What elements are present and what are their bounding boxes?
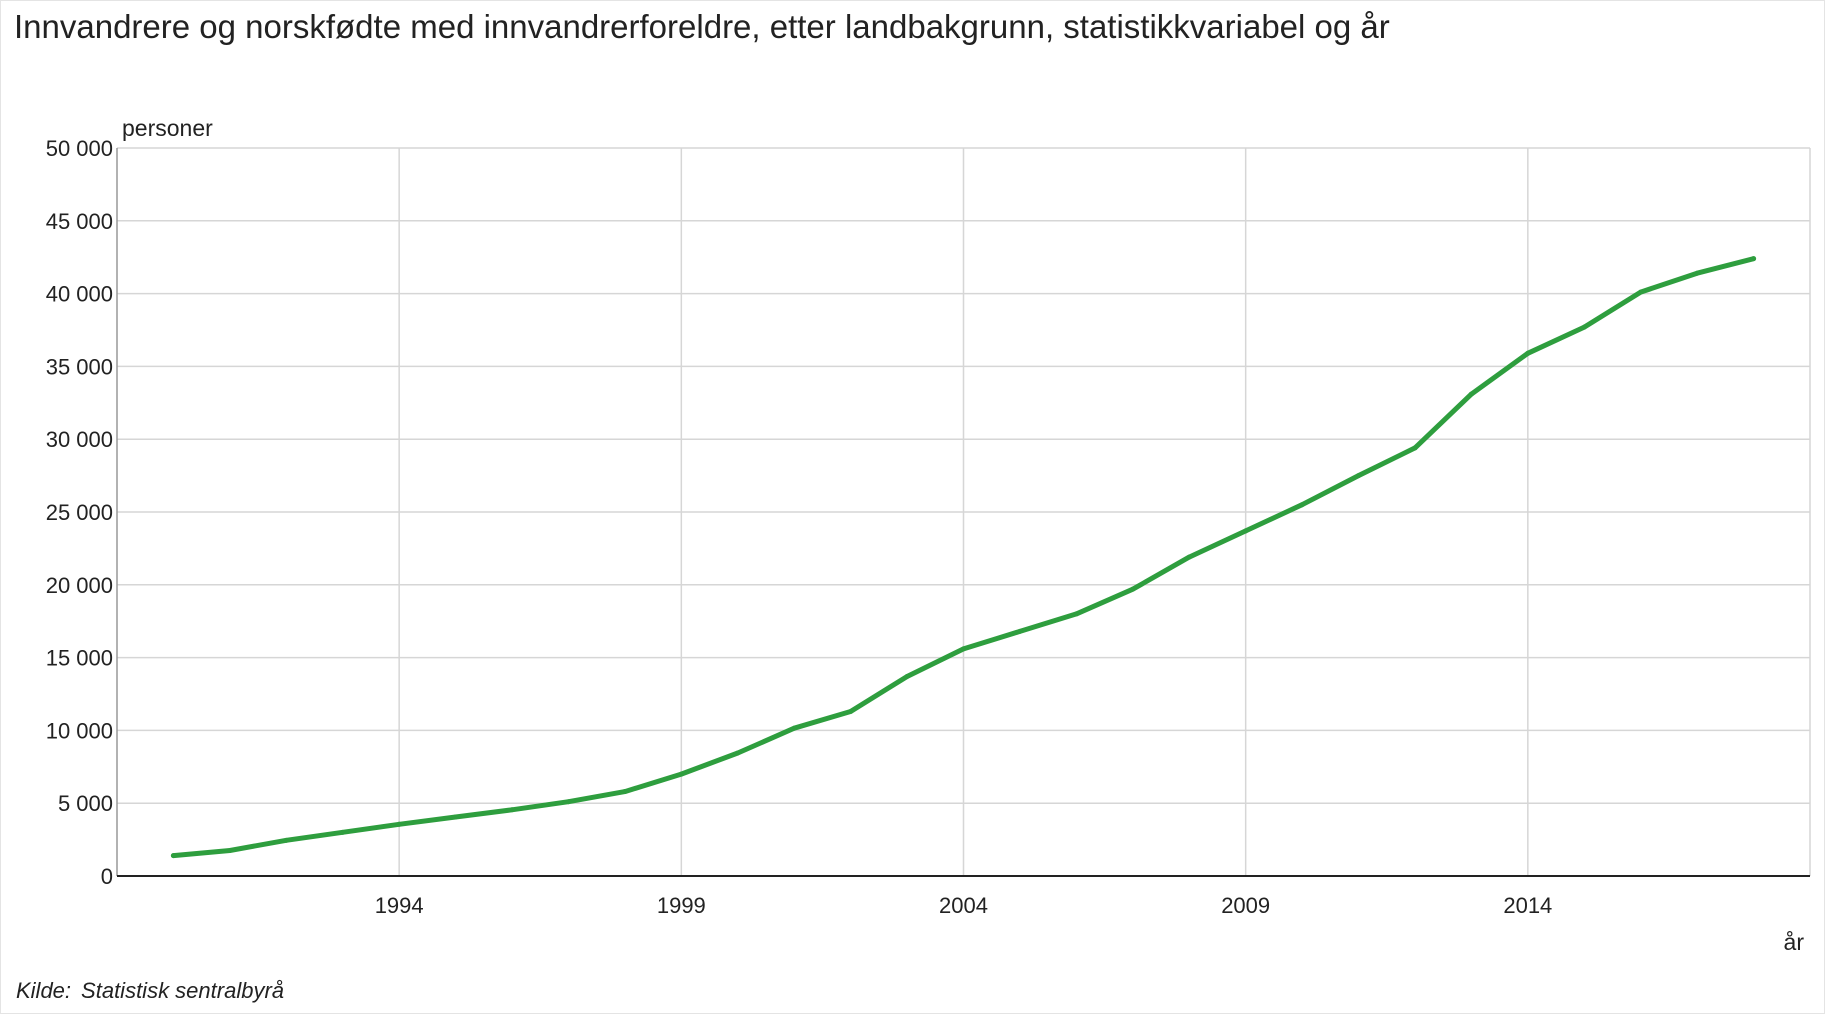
data-point — [1581, 324, 1587, 330]
data-point — [622, 789, 628, 795]
x-tick-label: 2004 — [939, 893, 988, 918]
data-point — [565, 799, 571, 805]
data-point — [227, 848, 233, 854]
data-point — [1356, 473, 1362, 479]
grid-lines — [117, 147, 1811, 876]
y-tick-label: 0 — [101, 864, 113, 889]
source-label: Kilde: — [16, 978, 72, 1003]
y-tick-label: 45 000 — [46, 209, 113, 234]
data-point — [791, 725, 797, 731]
data-point — [1299, 502, 1305, 508]
x-tick-label: 2009 — [1221, 893, 1270, 918]
data-point — [1468, 391, 1474, 397]
data-point — [961, 646, 966, 652]
x-tick-label: 2014 — [1503, 893, 1552, 918]
y-tick-label: 35 000 — [46, 354, 113, 379]
y-tick-label: 15 000 — [46, 646, 113, 671]
y-tick-label: 30 000 — [46, 427, 113, 452]
source-value: Statistisk sentralbyrå — [81, 978, 285, 1003]
y-tick-label: 5 000 — [58, 791, 113, 816]
axes — [116, 148, 1810, 877]
data-point — [1412, 445, 1418, 451]
data-point — [1073, 611, 1079, 617]
y-axis-label: personer — [122, 115, 213, 141]
data-point — [283, 837, 289, 843]
data-point — [848, 708, 854, 714]
series-group — [170, 256, 1757, 859]
data-point — [509, 807, 515, 813]
data-point — [170, 853, 176, 859]
x-axis-ticks: 1994 1999 2004 2009 2014 — [375, 893, 1553, 918]
data-point — [1130, 586, 1136, 592]
y-tick-label: 10 000 — [46, 718, 113, 743]
data-point — [1694, 270, 1700, 276]
chart-title: Innvandrere og norskfødte med innvandrer… — [14, 8, 1390, 45]
x-tick-label: 1999 — [657, 893, 706, 918]
data-point — [678, 771, 684, 777]
data-point — [396, 821, 402, 827]
data-point — [1525, 350, 1531, 356]
x-axis-label: år — [1784, 929, 1805, 955]
data-point — [1186, 554, 1192, 560]
y-tick-label: 25 000 — [46, 500, 113, 525]
data-point — [340, 829, 346, 835]
source-note: Kilde: Statistisk sentralbyrå — [16, 978, 284, 1004]
y-tick-label: 50 000 — [46, 136, 113, 161]
data-point — [453, 814, 459, 820]
y-axis-ticks: 0 5 000 10 000 15 000 20 000 25 000 30 000 35 0… — [46, 136, 113, 889]
y-tick-label: 20 000 — [46, 573, 113, 598]
data-point — [1751, 256, 1757, 262]
data-point — [1017, 628, 1023, 634]
data-point — [1638, 289, 1644, 295]
y-tick-label: 40 000 — [46, 282, 113, 307]
data-point — [1243, 528, 1249, 534]
data-point — [735, 750, 741, 756]
data-point — [904, 674, 910, 680]
x-tick-label: 1994 — [375, 893, 424, 918]
